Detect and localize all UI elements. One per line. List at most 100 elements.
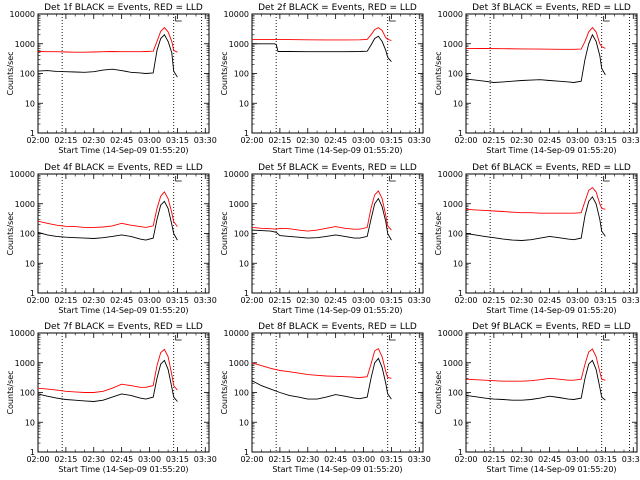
y-tick-label: 10 (25, 418, 35, 427)
x-tick-label: 03:30 (408, 296, 431, 305)
panel-title: Det 2f BLACK = Events, RED = LLD (258, 3, 417, 13)
y-axis-label: Counts/sec (6, 211, 15, 255)
y-tick-label: 1 (458, 289, 463, 298)
plot-frame (37, 332, 210, 453)
x-tick-label: 02:45 (324, 455, 347, 464)
x-tick-label: 03:30 (408, 455, 431, 464)
x-tick-label: 02:00 (240, 296, 263, 305)
x-tick-label: 02:00 (454, 455, 477, 464)
x-tick-label: 03:00 (566, 296, 589, 305)
x-tick-label: 03:15 (594, 296, 617, 305)
y-tick-label: 100 (448, 70, 463, 79)
x-tick-label: 02:15 (54, 455, 77, 464)
x-tick-label: 03:00 (138, 296, 161, 305)
interval-bracket (389, 335, 396, 341)
y-tick-label: 10 (25, 99, 35, 108)
x-tick-label: 02:30 (82, 296, 105, 305)
detector-panel-4: Det 4f BLACK = Events, RED = LLD 1 10 100 10… (6, 163, 217, 315)
series-line-lld (37, 191, 178, 228)
panel-title: Det 3f BLACK = Events, RED = LLD (472, 3, 631, 13)
detector-panel-1: Det 1f BLACK = Events, RED = LLD 1 10 100 10… (6, 3, 217, 155)
interval-bracket (603, 335, 610, 341)
panel-title: Det 1f BLACK = Events, RED = LLD (44, 3, 203, 13)
y-tick-label: 1000 (229, 200, 249, 209)
x-tick-label: 02:00 (26, 296, 49, 305)
y-tick-label: 1000 (15, 359, 35, 368)
series-line-lld (252, 27, 392, 41)
y-tick-label: 1 (244, 448, 249, 457)
y-axis-label: Counts/sec (220, 51, 229, 95)
x-tick-label: 02:15 (268, 296, 291, 305)
x-tick-label: 02:45 (110, 136, 133, 145)
y-tick-label: 1 (30, 448, 35, 457)
x-tick-label: 02:45 (538, 296, 561, 305)
interval-bracket (603, 16, 610, 22)
x-tick-label: 02:30 (296, 455, 319, 464)
series-line-lld (37, 26, 178, 53)
y-tick-label: 100 (234, 389, 249, 398)
x-tick-label: 02:45 (538, 455, 561, 464)
series-line-events (465, 196, 606, 241)
y-tick-label: 10 (25, 259, 35, 268)
series-line-events (37, 34, 178, 78)
y-axis-label: Counts/sec (6, 51, 15, 95)
series-line-lld (251, 347, 392, 379)
y-tick-label: 1000 (229, 40, 249, 49)
x-axis-label: Start Time (14-Sep-09 01:55:20) (58, 306, 188, 315)
interval-bracket (389, 176, 396, 182)
series-line-lld (465, 348, 606, 382)
y-tick-label: 100 (20, 70, 35, 79)
y-tick-label: 1 (458, 129, 463, 138)
series-line-lld (37, 348, 178, 393)
y-tick-label: 1000 (229, 359, 249, 368)
y-tick-label: 10000 (10, 10, 35, 19)
y-tick-label: 10 (239, 259, 249, 268)
x-axis-label: Start Time (14-Sep-09 01:55:20) (486, 306, 616, 315)
x-tick-label: 02:45 (538, 136, 561, 145)
x-tick-label: 03:30 (622, 455, 640, 464)
series-line-events (251, 197, 392, 241)
x-tick-label: 02:30 (82, 136, 105, 145)
x-tick-label: 03:15 (380, 296, 403, 305)
detector-panel-3: Det 3f BLACK = Events, RED = LLD 1 10 100 10… (434, 3, 640, 155)
x-tick-label: 02:30 (510, 136, 533, 145)
series-line-lld (465, 26, 606, 50)
x-tick-label: 02:45 (324, 136, 347, 145)
y-tick-label: 10000 (10, 329, 35, 338)
y-tick-label: 10 (239, 418, 249, 427)
series-line-events (37, 359, 178, 402)
x-tick-label: 02:15 (482, 296, 505, 305)
interval-bracket (175, 176, 182, 182)
x-tick-label: 03:30 (622, 136, 640, 145)
x-tick-label: 02:30 (82, 455, 105, 464)
panel-title: Det 9f BLACK = Events, RED = LLD (472, 322, 631, 332)
y-tick-label: 10000 (438, 10, 463, 19)
x-tick-label: 03:00 (138, 136, 161, 145)
panel-title: Det 4f BLACK = Events, RED = LLD (44, 163, 203, 173)
x-tick-label: 03:15 (594, 455, 617, 464)
y-axis-label: Counts/sec (434, 370, 443, 414)
x-tick-label: 02:45 (110, 296, 133, 305)
x-tick-label: 02:30 (296, 136, 319, 145)
y-tick-label: 100 (234, 70, 249, 79)
y-axis-label: Counts/sec (434, 51, 443, 95)
y-tick-label: 10 (453, 259, 463, 268)
series-line-events (251, 357, 392, 400)
y-tick-label: 10000 (438, 170, 463, 179)
x-tick-label: 02:15 (482, 136, 505, 145)
x-tick-label: 03:00 (352, 296, 375, 305)
panel-title: Det 8f BLACK = Events, RED = LLD (258, 322, 417, 332)
series-line-lld (465, 186, 606, 214)
y-axis-label: Counts/sec (220, 211, 229, 255)
y-tick-label: 1 (458, 448, 463, 457)
x-tick-label: 03:15 (380, 455, 403, 464)
panel-title: Det 5f BLACK = Events, RED = LLD (258, 163, 417, 173)
series-line-events (465, 33, 606, 83)
y-tick-label: 10 (453, 418, 463, 427)
y-axis-label: Counts/sec (6, 370, 15, 414)
x-tick-label: 03:30 (622, 296, 640, 305)
x-tick-label: 03:00 (566, 455, 589, 464)
y-axis-label: Counts/sec (220, 370, 229, 414)
plot-frame (37, 13, 210, 134)
